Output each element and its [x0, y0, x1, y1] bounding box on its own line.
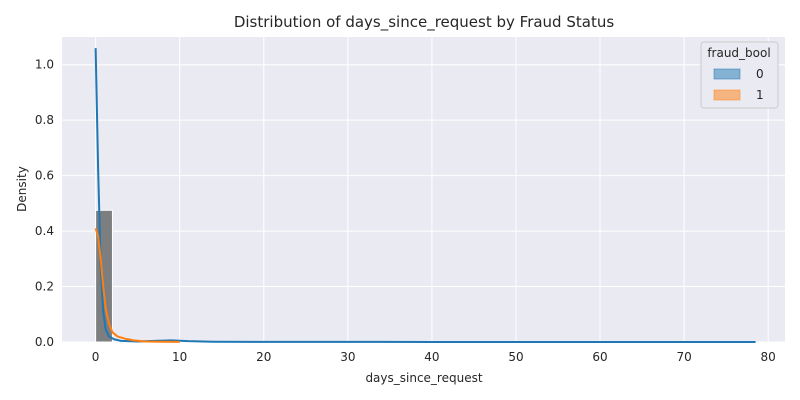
x-tick-label-7: 70 [676, 350, 691, 364]
x-tick-label-3: 30 [340, 350, 355, 364]
chart-title: Distribution of days_since_request by Fr… [234, 13, 615, 32]
legend: fraud_bool 0 1 [700, 41, 779, 109]
x-tick-label-5: 50 [508, 350, 523, 364]
x-tick-label-6: 60 [592, 350, 607, 364]
x-tick-label-2: 20 [256, 350, 271, 364]
y-tick-label-5: 1.0 [35, 58, 54, 72]
x-axis-ticks: 0 10 20 30 40 50 60 70 80 [92, 350, 776, 364]
legend-label-1: 1 [756, 88, 764, 102]
x-axis-label: days_since_request [365, 371, 482, 385]
legend-swatch-0 [713, 68, 741, 80]
y-axis-ticks: 0.0 0.2 0.4 0.6 0.8 1.0 [35, 58, 54, 349]
y-axis-label: Density [15, 166, 29, 212]
legend-label-0: 0 [756, 67, 764, 81]
x-tick-label-1: 10 [172, 350, 187, 364]
kde-line-series-1 [94, 228, 180, 343]
y-tick-label-3: 0.6 [35, 169, 54, 183]
y-tick-label-4: 0.8 [35, 113, 54, 127]
x-tick-label-4: 40 [424, 350, 439, 364]
x-tick-label-8: 80 [761, 350, 776, 364]
y-tick-label-0: 0.0 [35, 335, 54, 349]
x-tick-label-0: 0 [92, 350, 100, 364]
y-tick-label-2: 0.4 [35, 224, 54, 238]
legend-title: fraud_bool [707, 46, 770, 60]
kde-lines [94, 48, 756, 343]
legend-swatch-1 [713, 89, 741, 101]
y-tick-label-1: 0.2 [35, 280, 54, 294]
plot-area [62, 37, 785, 342]
